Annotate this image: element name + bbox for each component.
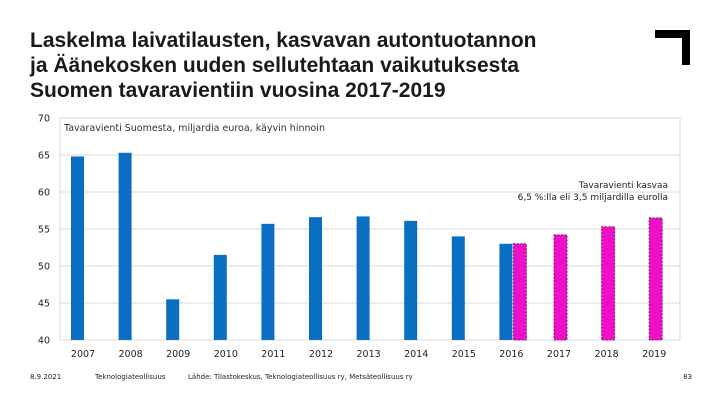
annotation-line: Tavaravienti kasvaa [578,181,668,191]
bar-actual [166,299,180,340]
y-tick-label: 45 [38,299,50,310]
y-tick-label: 50 [38,262,50,273]
bar-actual [356,216,370,340]
y-tick-label: 65 [38,151,50,162]
chart-subtitle: Tavaravienti Suomesta, miljardia euroa, … [63,123,325,134]
page-title: Laskelma laivatilausten, kasvavan autont… [30,29,537,102]
y-tick-label: 60 [38,188,50,199]
x-tick-label: 2018 [595,349,619,360]
logo-corner-icon [655,30,690,65]
x-tick-label: 2014 [404,349,428,360]
bar-actual [71,156,84,340]
bar-actual [404,220,418,340]
footer-organization: Teknologiateollisuus [95,373,166,381]
bar-forecast [601,226,616,341]
bar-actual [451,236,465,340]
x-tick-label: 2011 [261,349,285,360]
y-tick-label: 55 [38,225,50,236]
x-tick-label: 2009 [166,349,190,360]
x-tick-label: 2019 [642,349,666,360]
bar-forecast [553,234,568,341]
bar-actual [261,223,275,340]
footer-source: Lähde: Tilastokeskus, Teknologiateollisu… [188,373,413,381]
bar-actual [309,217,322,340]
x-tick-label: 2015 [452,349,476,360]
footer-page-number: 83 [683,373,692,381]
y-tick-label: 70 [38,114,50,125]
chart-annotation: Tavaravienti kasvaa 6,5 %:lla eli 3,5 mil… [518,181,668,203]
annotation-line: 6,5 %:lla eli 3,5 miljardilla eurolla [518,193,668,203]
x-tick-label: 2013 [357,349,381,360]
x-tick-label: 2007 [71,349,95,360]
bar-actual [213,254,227,340]
x-tick-label: 2010 [214,349,238,360]
x-tick-label: 2008 [119,349,143,360]
bar-forecast [512,243,527,341]
x-tick-label: 2017 [547,349,571,360]
bar-forecast [648,217,663,341]
x-tick-label: 2012 [309,349,333,360]
x-tick-label: 2016 [499,349,523,360]
bar-actual [499,243,513,340]
y-tick-label: 40 [38,336,50,347]
footer-date: 8.9.2021 [30,373,62,381]
bar-actual [118,152,132,340]
